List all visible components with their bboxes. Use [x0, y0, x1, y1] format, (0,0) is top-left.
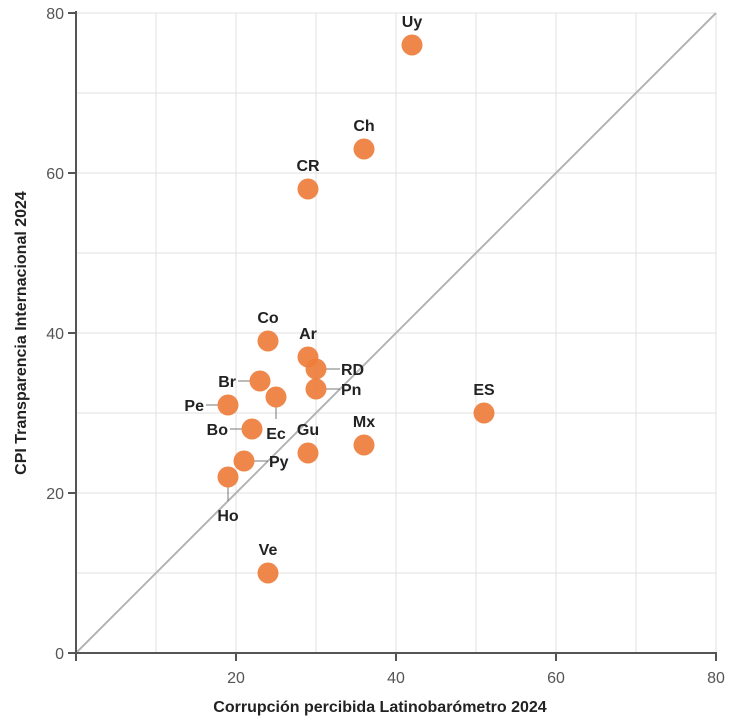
- data-point-cr: [297, 178, 319, 200]
- point-label: ES: [473, 382, 495, 399]
- x-tick-label: 80: [707, 670, 725, 687]
- y-tick-label: 60: [46, 166, 64, 183]
- data-point-ve: [257, 562, 279, 584]
- data-point-py: [233, 450, 255, 472]
- data-point-bo: [241, 418, 263, 440]
- point-label: Gu: [297, 422, 319, 439]
- grid: [76, 12, 717, 653]
- data-point-pn: [305, 378, 327, 400]
- x-axis-title: Corrupción percibida Latinobarómetro 202…: [213, 699, 547, 716]
- point-label: Mx: [353, 414, 375, 431]
- data-points: [217, 34, 495, 584]
- y-tick-label: 40: [46, 326, 64, 343]
- point-label: Ch: [353, 118, 374, 135]
- point-label: Pe: [184, 398, 204, 415]
- x-tick-label: 60: [547, 670, 565, 687]
- point-label: Bo: [207, 422, 229, 439]
- point-label: Uy: [402, 14, 423, 31]
- point-label: Py: [269, 454, 289, 471]
- point-label: Pn: [341, 382, 361, 399]
- data-point-ec: [265, 386, 287, 408]
- data-point-pe: [217, 394, 239, 416]
- point-label: Ho: [217, 508, 239, 525]
- point-label: CR: [296, 158, 320, 175]
- x-tick-label: 20: [227, 670, 245, 687]
- point-label: RD: [341, 362, 364, 379]
- leader-lines: [206, 368, 340, 501]
- data-point-rd: [305, 358, 327, 380]
- y-tick-label: 20: [46, 486, 64, 503]
- data-point-uy: [401, 34, 423, 56]
- tick-labels: 0 20 40 60 80 20 40 60 80: [46, 6, 725, 687]
- data-point-ch: [353, 138, 375, 160]
- data-point-es: [473, 402, 495, 424]
- point-label: Ec: [266, 426, 286, 443]
- point-label: Br: [218, 374, 236, 391]
- y-axis-title: CPI Transparencia Internacional 2024: [13, 191, 30, 475]
- point-label: Ar: [299, 326, 317, 343]
- y-tick-label: 0: [55, 646, 64, 663]
- y-tick-label: 80: [46, 6, 64, 23]
- point-labels: Uy Ch CR Co Ar RD Br Pn Ec Pe ES Bo Mx Gu Py Ho Ve: [184, 14, 495, 559]
- x-tick-label: 40: [387, 670, 405, 687]
- point-label: Co: [257, 310, 279, 327]
- data-point-ho: [217, 466, 239, 488]
- reference-diagonal-line: [75, 12, 717, 654]
- point-label: Ve: [259, 542, 278, 559]
- data-point-gu: [297, 442, 319, 464]
- data-point-br: [249, 370, 271, 392]
- data-point-mx: [353, 434, 375, 456]
- data-point-co: [257, 330, 279, 352]
